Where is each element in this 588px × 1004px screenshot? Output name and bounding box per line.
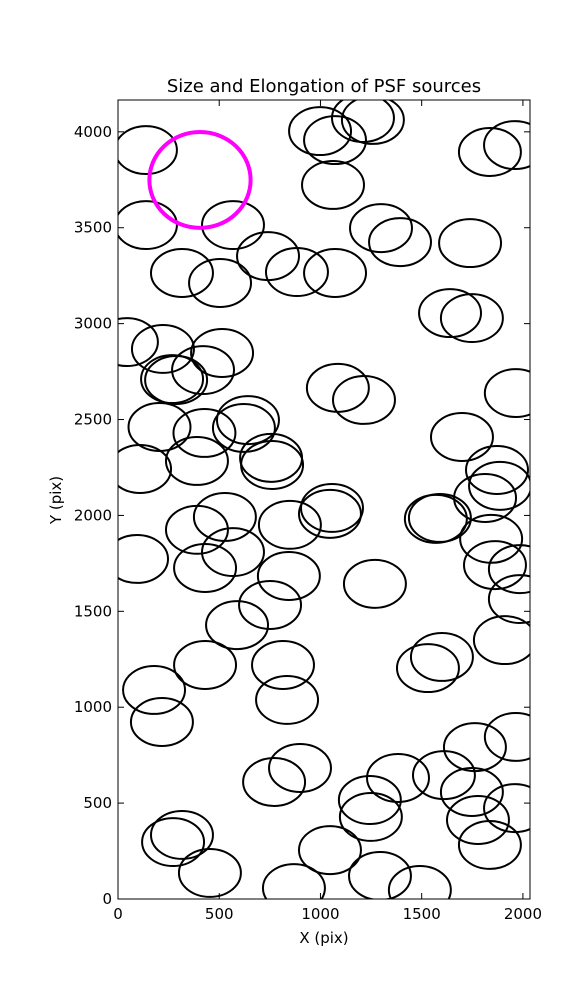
psf-source (118, 444, 173, 494)
psf-source (483, 368, 530, 419)
psf-source (164, 435, 229, 486)
psf-source (201, 527, 265, 578)
psf-source (268, 743, 332, 793)
psf-source (487, 544, 530, 595)
psf-source (459, 513, 524, 564)
y-tick-label: 1500 (74, 602, 112, 620)
psf-source (395, 643, 460, 694)
psf-source (457, 127, 522, 177)
psf-source (303, 248, 368, 298)
psf-source (387, 865, 452, 899)
psf-source (238, 580, 303, 630)
psf-source (483, 120, 530, 171)
psf-source (337, 775, 402, 826)
psf-source (338, 791, 403, 842)
psf-source (256, 551, 321, 601)
psf-source (342, 558, 407, 609)
psf-source (190, 327, 255, 378)
psf-source (129, 697, 194, 747)
psf-source (118, 200, 178, 251)
psf-source (303, 115, 368, 166)
psf-source (472, 615, 530, 666)
y-tick-label: 1000 (74, 698, 112, 716)
y-tick-label: 2500 (74, 411, 112, 429)
psf-source (140, 354, 205, 405)
x-tick-label: 2000 (504, 905, 542, 923)
psf-source (118, 125, 178, 176)
psf-source (407, 492, 472, 543)
psf-source (332, 374, 396, 425)
psf-source (439, 293, 504, 344)
y-tick-label: 3000 (74, 315, 112, 333)
psf-source (173, 640, 238, 690)
psf-source (122, 664, 187, 715)
psf-source (487, 574, 530, 625)
psf-source (288, 106, 353, 157)
y-tick-label: 500 (83, 794, 112, 812)
psf-source (141, 817, 206, 868)
psf-source (483, 711, 530, 762)
psf-source (348, 851, 412, 899)
psf-source (211, 402, 276, 453)
psf-source (465, 444, 529, 495)
psf-source (438, 218, 503, 269)
psf-source (468, 460, 530, 511)
psf-source (118, 533, 169, 584)
psf-source (150, 248, 214, 298)
highlight-source (147, 130, 253, 230)
psf-source (173, 542, 238, 593)
psf-source (483, 783, 530, 834)
psf-source (164, 504, 229, 555)
psf-source (297, 825, 362, 876)
psf-source (242, 757, 307, 807)
psf-source (445, 795, 510, 845)
psf-source (418, 288, 483, 339)
x-axis-label: X (pix) (299, 929, 348, 947)
psf-source (118, 317, 159, 368)
psf-source (216, 395, 280, 446)
psf-source (177, 847, 242, 898)
psf-source (205, 600, 270, 651)
y-tick-label: 4000 (74, 123, 112, 141)
x-tick-label: 1500 (403, 905, 441, 923)
psf-source (366, 753, 430, 803)
psf-source (201, 200, 265, 251)
psf-source (439, 767, 504, 817)
psf-source (368, 217, 432, 268)
psf-source (409, 631, 474, 682)
y-tick-label: 0 (102, 890, 112, 908)
psf-source (257, 499, 322, 550)
plot-area (118, 100, 530, 899)
psf-source (301, 159, 365, 210)
psf-source (188, 257, 253, 308)
psf-source (130, 323, 195, 374)
psf-source (462, 540, 527, 591)
y-tick-label: 3500 (74, 219, 112, 237)
y-tick-label: 2000 (74, 506, 112, 524)
psf-source (264, 247, 329, 298)
y-axis-label: Y (pix) (47, 476, 65, 525)
psf-source (429, 412, 494, 462)
psf-source (240, 440, 305, 490)
psf-source (411, 750, 476, 801)
chart-title: Size and Elongation of PSF sources (167, 76, 481, 97)
x-tick-label: 0 (113, 905, 123, 923)
x-tick-label: 500 (205, 905, 234, 923)
psf-source (171, 345, 236, 396)
psf-source (261, 863, 326, 899)
psf-source (251, 640, 315, 690)
psf-source (255, 674, 320, 725)
axes-frame (117, 99, 531, 900)
psf-source (297, 488, 362, 539)
psf-source (300, 482, 364, 533)
psf-source (150, 809, 214, 860)
psf-source (340, 100, 405, 145)
psf-source (453, 472, 518, 523)
psf-source (172, 407, 237, 458)
psf-source (349, 203, 413, 254)
x-tick-label: 1000 (301, 905, 339, 923)
